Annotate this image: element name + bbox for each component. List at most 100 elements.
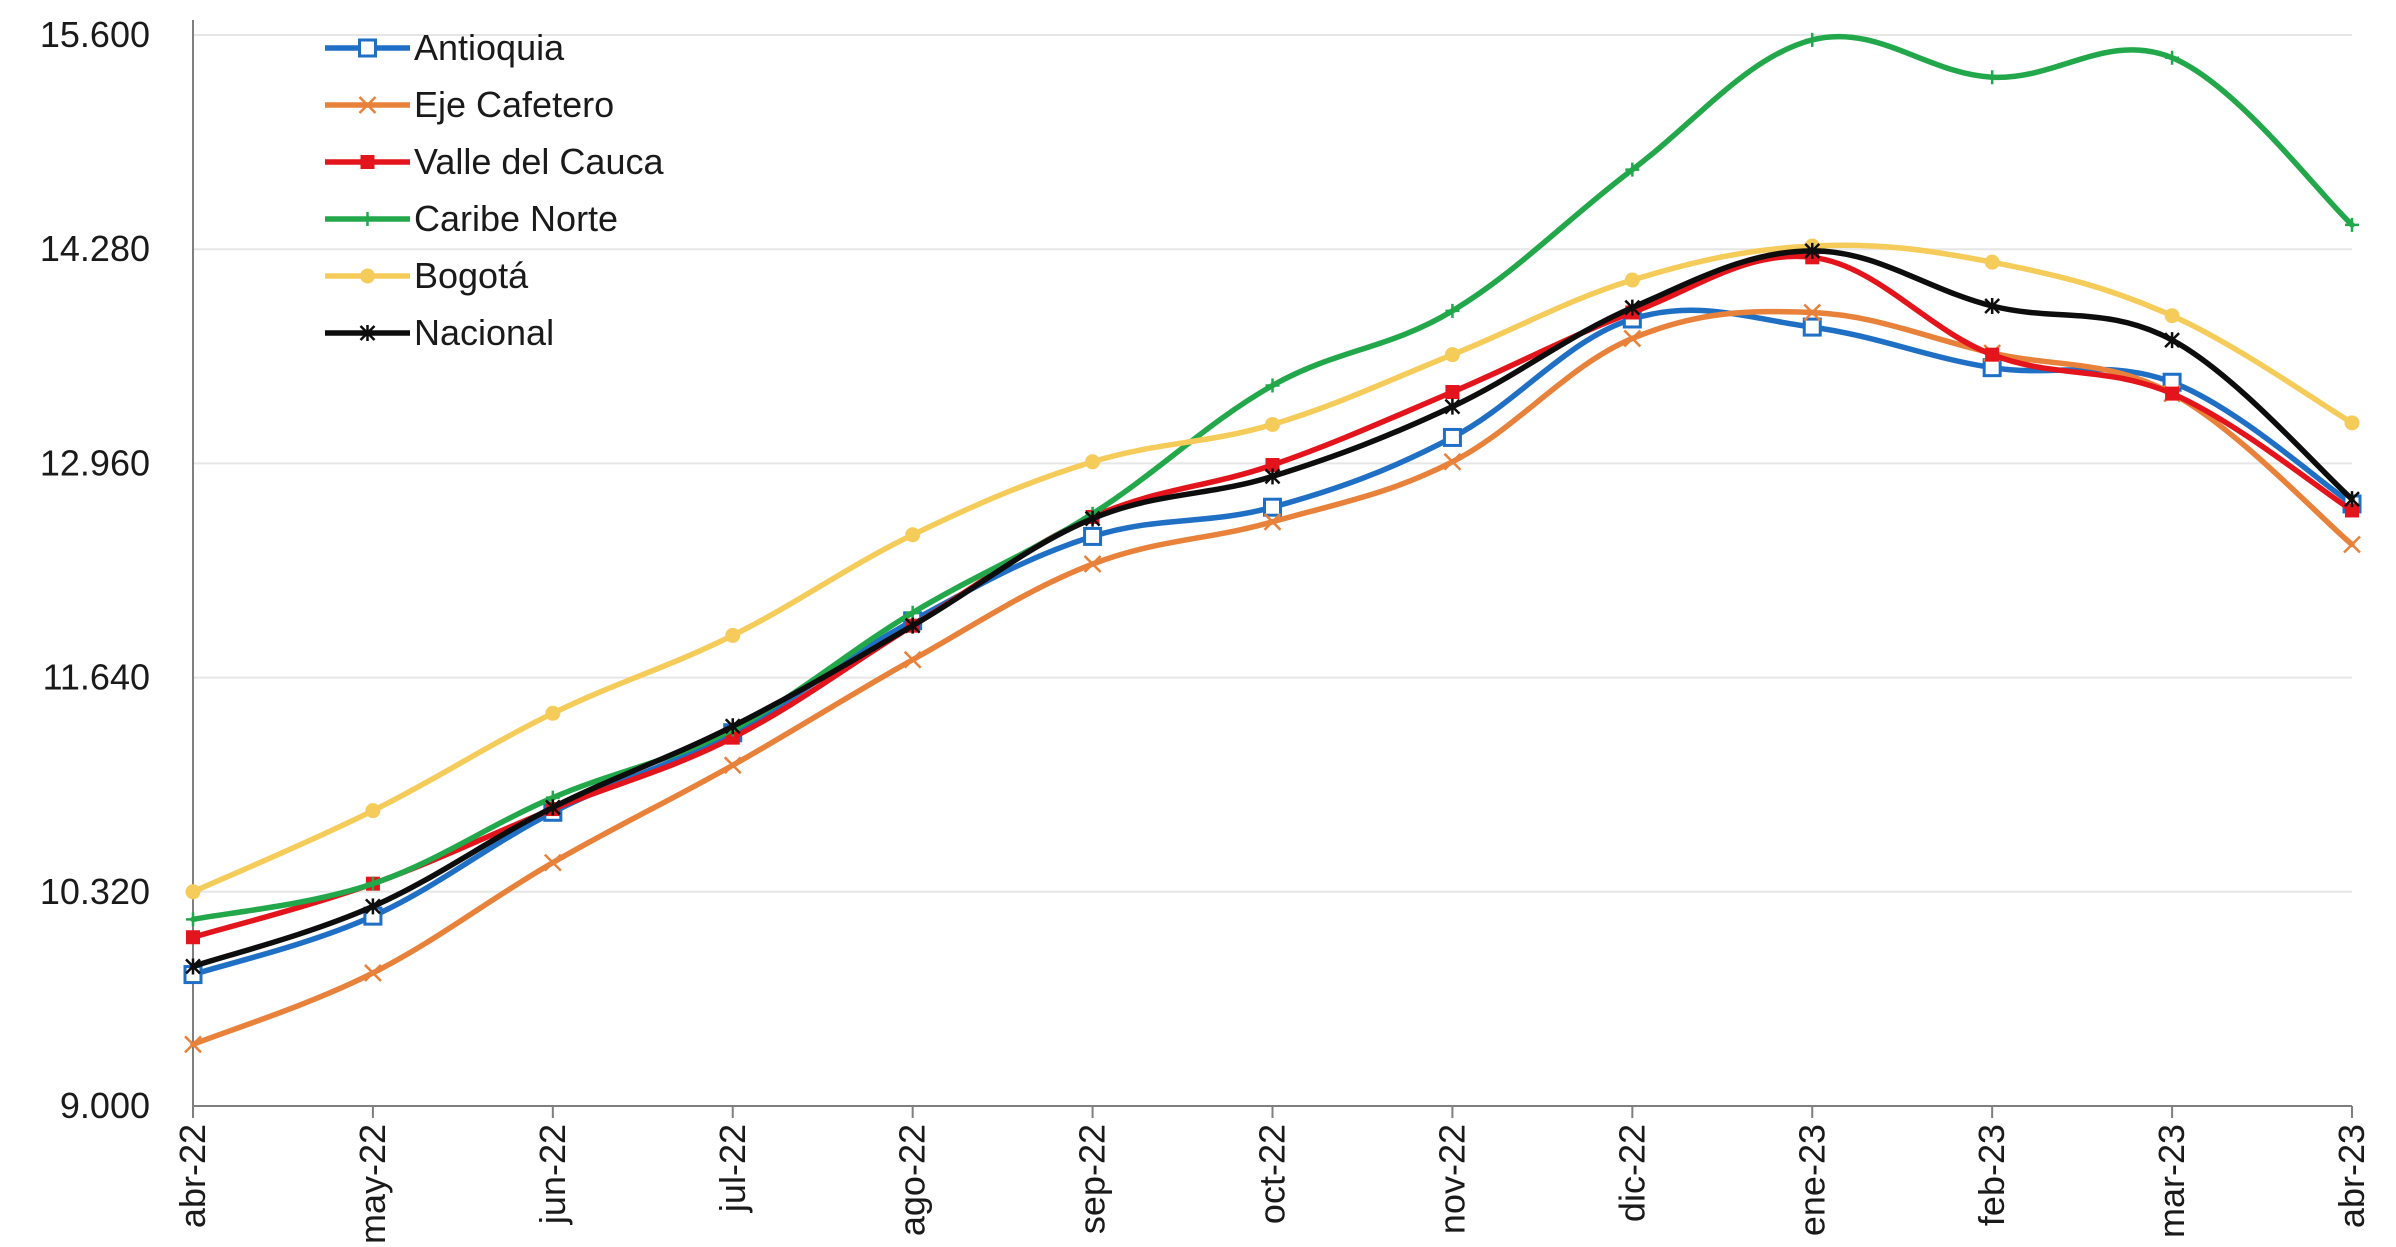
y-tick-label: 9.000 — [60, 1085, 150, 1126]
data-point-bogota — [1444, 347, 1460, 363]
data-point-eje-cafetero — [1263, 512, 1282, 531]
data-point-bogota — [1984, 254, 2000, 270]
y-tick-label: 11.640 — [43, 657, 150, 698]
data-point-bogota — [905, 527, 921, 543]
data-point-antioquia — [1442, 427, 1462, 447]
legend-item-valle-del-cauca: Valle del Cauca — [325, 141, 664, 182]
legend-label: Caribe Norte — [414, 198, 618, 239]
data-point-bogota — [1265, 416, 1280, 432]
data-point-antioquia — [1083, 526, 1103, 546]
legend-label: Nacional — [414, 312, 554, 353]
legend-marker — [359, 325, 376, 341]
y-tick-label: 12.960 — [40, 442, 150, 483]
x-tick-label: oct-22 — [1252, 1124, 1293, 1224]
data-point-nacional — [2344, 491, 2360, 508]
data-point-caribe-norte — [1805, 32, 1820, 47]
data-point-valle-del-cauca — [1265, 458, 1280, 473]
data-point-bogota — [725, 627, 741, 643]
legend-item-caribe-norte: Caribe Norte — [325, 198, 618, 239]
x-tick-label: mar-23 — [2151, 1124, 2192, 1238]
legend-marker — [360, 268, 375, 284]
data-point-nacional — [724, 718, 741, 735]
data-point-nacional — [1444, 398, 1461, 415]
series-line-antioquia — [190, 307, 2355, 978]
data-point-valle-del-cauca — [1445, 385, 1460, 399]
data-point-caribe-norte — [1265, 378, 1280, 393]
y-tick-label: 14.280 — [40, 228, 150, 269]
data-point-caribe-norte — [2165, 50, 2180, 65]
data-point-bogota — [545, 705, 561, 721]
data-point-bogota — [365, 803, 381, 819]
data-point-valle-del-cauca — [2345, 503, 2359, 518]
data-point-nacional — [365, 898, 381, 915]
series-valle-del-cauca — [186, 250, 2359, 945]
data-point-caribe-norte — [186, 912, 200, 927]
data-point-nacional — [1084, 510, 1101, 527]
data-point-caribe-norte — [1445, 303, 1460, 318]
x-tick-label: abr-23 — [2331, 1124, 2372, 1228]
data-point-bogota — [1624, 272, 1640, 288]
data-point-caribe-norte — [905, 605, 920, 620]
data-point-nacional — [544, 799, 561, 816]
x-tick-label: sep-22 — [1072, 1124, 1113, 1234]
legend-item-bogota: Bogotá — [325, 255, 529, 296]
data-point-eje-cafetero — [1623, 329, 1642, 348]
series-layer — [183, 32, 2362, 1054]
x-tick-label: may-22 — [352, 1124, 393, 1244]
data-point-valle-del-cauca — [1985, 347, 2000, 362]
data-point-eje-cafetero — [723, 756, 742, 775]
data-point-eje-cafetero — [1083, 555, 1102, 573]
x-tick-label: abr-22 — [172, 1124, 213, 1228]
legend-marker — [360, 212, 375, 226]
x-tick-label: jul-22 — [712, 1124, 753, 1213]
x-tick-label: feb-23 — [1971, 1124, 2012, 1226]
legend-label: Bogotá — [414, 255, 529, 296]
data-point-bogota — [2344, 415, 2360, 431]
data-point-bogota — [185, 884, 201, 900]
data-point-antioquia — [1802, 317, 1822, 337]
data-point-nacional — [904, 617, 921, 634]
data-point-nacional — [2164, 332, 2180, 349]
series-nacional — [185, 242, 2360, 975]
x-tick-label: dic-22 — [1611, 1124, 1652, 1222]
legend-marker — [360, 155, 375, 169]
data-point-nacional — [1264, 468, 1281, 485]
data-point-nacional — [1624, 299, 1641, 316]
x-tick-label: ago-22 — [892, 1124, 933, 1236]
data-point-caribe-norte — [1625, 162, 1640, 177]
legend-label: Valle del Cauca — [414, 141, 664, 182]
legend-label: Eje Cafetero — [414, 84, 614, 125]
data-point-caribe-norte — [365, 876, 380, 891]
legend-label: Antioquia — [414, 27, 565, 68]
legend-item-eje-cafetero: Eje Cafetero — [325, 84, 614, 125]
data-point-eje-cafetero — [1443, 452, 1462, 471]
data-point-antioquia — [1982, 358, 2002, 378]
legend-item-nacional: Nacional — [325, 312, 554, 353]
data-point-eje-cafetero — [1803, 303, 1822, 322]
data-point-antioquia — [1263, 497, 1282, 517]
data-point-eje-cafetero — [903, 650, 922, 669]
x-tick-label: ene-23 — [1791, 1124, 1832, 1236]
data-point-nacional — [1804, 242, 1821, 259]
x-tick-label: nov-22 — [1431, 1124, 1472, 1234]
x-tick-label: jun-22 — [532, 1124, 573, 1225]
series-antioquia — [183, 307, 2362, 985]
y-tick-label: 15.600 — [40, 14, 150, 55]
axis-layer: 9.000 10.320 11.640 12.960 14.280 15.600 abr-2… — [40, 14, 2372, 1244]
legend-item-antioquia: Antioquia — [325, 27, 565, 68]
data-point-bogota — [2164, 308, 2180, 324]
data-point-nacional — [1984, 297, 2001, 314]
data-point-caribe-norte — [1985, 70, 2000, 85]
data-point-eje-cafetero — [2343, 535, 2361, 554]
legend-marker — [358, 96, 377, 114]
data-point-eje-cafetero — [184, 1035, 202, 1054]
data-point-valle-del-cauca — [186, 930, 200, 945]
data-point-bogota — [1085, 454, 1101, 470]
data-point-eje-cafetero — [543, 853, 562, 872]
legend-marker — [358, 38, 377, 58]
data-point-nacional — [185, 958, 201, 975]
data-point-caribe-norte — [2345, 217, 2359, 232]
data-point-eje-cafetero — [364, 964, 382, 982]
